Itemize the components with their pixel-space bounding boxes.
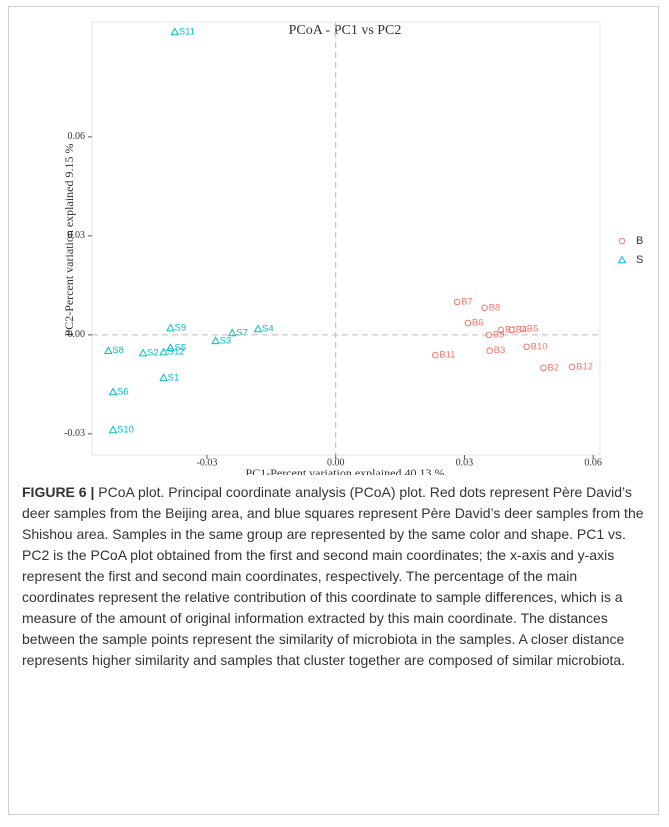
point — [108, 387, 118, 396]
point — [159, 347, 169, 356]
x-axis-label: PC1-Percent variation explained 40.13 % — [246, 466, 445, 475]
chart: PCoA - PC1 vs PC2 PC1-Percent variation … — [62, 21, 643, 475]
point — [431, 351, 439, 359]
point-label: B1 — [505, 324, 517, 335]
point — [138, 348, 148, 357]
point — [497, 326, 505, 334]
point — [166, 323, 175, 332]
legend-label: S — [636, 254, 643, 266]
point-label: B11 — [439, 350, 455, 361]
y-tick-label: 0.06 — [68, 131, 86, 142]
x-tick-label: 0.03 — [456, 457, 474, 468]
point — [540, 364, 547, 372]
point-label: S6 — [117, 386, 129, 397]
point-label: S4 — [262, 323, 274, 334]
y-tick-label: 0.00 — [68, 329, 86, 340]
point — [523, 343, 530, 351]
point-label: B6 — [472, 318, 484, 329]
y-tick-label: -0.03 — [64, 428, 85, 439]
point-label: B5 — [527, 323, 539, 334]
caption-text: PCoA plot. Principal coordinate analysis… — [22, 484, 644, 668]
figure-frame — [8, 6, 659, 815]
point — [481, 304, 488, 312]
point-label: B2 — [547, 362, 559, 373]
point — [103, 346, 113, 355]
caption-label: FIGURE 6 | — [22, 484, 95, 500]
caption: FIGURE 6 | PCoA plot. Principal coordina… — [22, 482, 650, 671]
point-label: S10 — [117, 424, 134, 435]
x-tick-label: 0.00 — [327, 457, 345, 468]
point-label: S5 — [175, 342, 187, 353]
point-label: B10 — [531, 341, 548, 352]
point — [211, 336, 220, 345]
x-tick-label: 0.06 — [584, 457, 602, 468]
x-tick-label: -0.03 — [197, 457, 218, 468]
point-label: S8 — [112, 345, 124, 356]
point — [159, 373, 169, 382]
point — [519, 325, 527, 333]
legend-label: B — [636, 235, 643, 247]
point-label: B8 — [489, 302, 501, 313]
plot-panel — [91, 21, 601, 456]
point-label: S9 — [175, 322, 187, 333]
point — [508, 326, 515, 334]
point — [166, 343, 175, 352]
point-label: S3 — [220, 335, 232, 346]
point — [227, 328, 237, 337]
y-axis-label: PC2-Percent variation explained 9.15 % — [62, 144, 76, 337]
y-tick-label: 0.03 — [68, 230, 86, 241]
point-label: B4 — [516, 324, 528, 335]
point-label: B9 — [493, 329, 505, 340]
chart-title: PCoA - PC1 vs PC2 — [289, 23, 402, 38]
point-label: S7 — [236, 327, 248, 338]
point-label: S2 — [147, 348, 159, 359]
point — [453, 298, 461, 306]
point-label: B3 — [494, 345, 506, 356]
point-label: B7 — [461, 296, 473, 307]
point — [464, 319, 472, 327]
point — [486, 347, 494, 355]
point-label: S12 — [168, 347, 185, 358]
point-label: S11 — [179, 26, 195, 37]
point — [568, 363, 576, 371]
point — [253, 324, 263, 333]
legend-marker — [617, 255, 627, 264]
legend-marker — [618, 237, 626, 245]
point-label: B12 — [576, 361, 593, 372]
point — [170, 27, 180, 36]
point-label: S1 — [168, 372, 180, 383]
point — [108, 425, 118, 434]
point — [485, 331, 493, 339]
